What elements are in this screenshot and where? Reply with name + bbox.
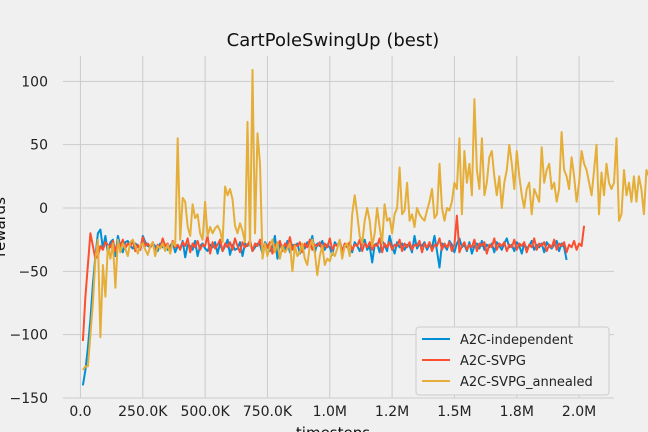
legend: A2C-independent A2C-SVPG A2C-SVPG_annealed xyxy=(415,326,610,396)
y-axis-label: rewards xyxy=(0,197,9,257)
series-line-a2c-svpg-annealed xyxy=(82,68,648,371)
x-tick-label: 500.0K xyxy=(180,404,230,420)
x-tick-label: 250.0K xyxy=(118,404,168,420)
x-axis-ticks: 0.0 250.0K 500.0K 750.0K 1.0M 1.2M 1.5M 1.8M 2.0… xyxy=(69,404,596,420)
y-tick-label: −150 xyxy=(10,391,48,407)
legend-box xyxy=(415,326,610,396)
x-tick-label: 1.2M xyxy=(375,404,409,420)
x-tick-label: 750.0K xyxy=(243,404,293,420)
y-axis-ticks: −150 −100 −50 0 50 100 xyxy=(10,74,48,407)
legend-label: A2C-SVPG_annealed xyxy=(460,375,593,390)
x-tick-label: 1.0M xyxy=(313,404,347,420)
legend-label: A2C-SVPG xyxy=(460,354,526,369)
legend-label: A2C-independent xyxy=(460,333,573,348)
y-tick-label: 100 xyxy=(21,74,48,90)
x-tick-label: 2.0M xyxy=(562,404,596,420)
plot-series xyxy=(81,68,648,386)
chart-title: CartPoleSwingUp (best) xyxy=(227,30,440,51)
y-tick-label: 50 xyxy=(30,138,48,154)
series-line-a2c-svpg xyxy=(81,214,586,342)
y-tick-label: 0 xyxy=(39,201,48,217)
y-tick-label: −50 xyxy=(18,264,48,280)
x-tick-label: 0.0 xyxy=(69,404,91,420)
x-tick-label: 1.5M xyxy=(437,404,471,420)
y-tick-label: −100 xyxy=(10,328,48,344)
x-tick-label: 1.8M xyxy=(500,404,534,420)
x-axis-label: timesteps xyxy=(296,424,370,432)
